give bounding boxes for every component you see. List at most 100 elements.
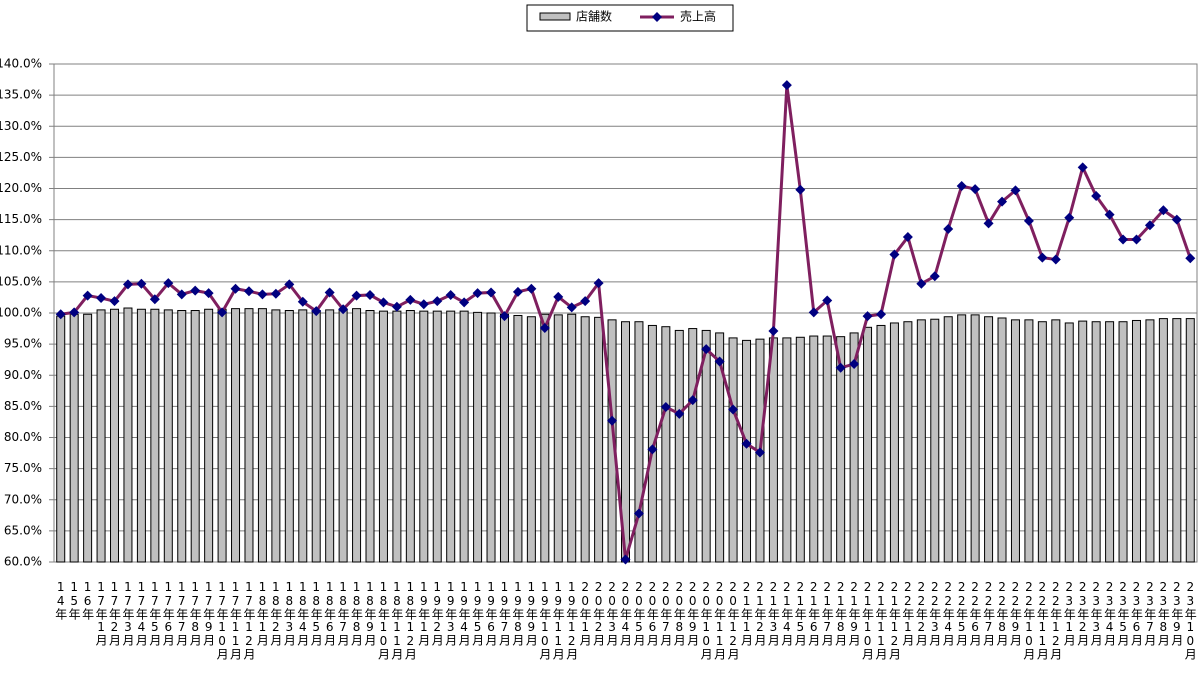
marker xyxy=(943,223,954,234)
bar xyxy=(1131,319,1141,563)
x-tick-label: 22年7月 xyxy=(981,580,996,646)
bar xyxy=(674,329,684,563)
x-tick-label: 19年1月 xyxy=(416,580,431,646)
x-tick-label: 20年2月 xyxy=(591,580,606,646)
x-tick-label: 18年9月 xyxy=(363,580,377,646)
x-tick-label: 22年3月 xyxy=(927,580,942,646)
marker xyxy=(82,290,93,301)
y-tick-label: 65.0% xyxy=(4,523,42,537)
x-tick-label: 21年9月 xyxy=(847,580,862,646)
marker xyxy=(714,356,725,367)
marker xyxy=(822,295,833,306)
x-tick-label: 19年8月 xyxy=(510,580,525,646)
bar xyxy=(795,336,805,563)
x-tick-label: 20年5月 xyxy=(631,580,646,646)
bar xyxy=(163,309,173,563)
bar xyxy=(1105,321,1115,563)
bar xyxy=(446,310,456,563)
marker xyxy=(633,508,644,519)
marker xyxy=(983,218,994,229)
bar xyxy=(728,337,738,563)
marker xyxy=(163,278,174,289)
bar xyxy=(701,329,711,563)
marker xyxy=(875,309,886,320)
x-tick-label: 20年9月 xyxy=(685,580,700,646)
bar xyxy=(526,316,536,563)
marker xyxy=(243,286,254,297)
marker xyxy=(916,278,927,289)
x-tick-label: 23年10月 xyxy=(1183,580,1198,660)
bar xyxy=(365,310,375,563)
y-tick-label: 80.0% xyxy=(4,430,42,444)
x-tick-label: 21年5月 xyxy=(793,580,808,646)
marker xyxy=(96,293,107,304)
x-tick-label: 18年11月 xyxy=(389,580,404,660)
marker xyxy=(378,297,389,308)
x-tick-label: 17年4月 xyxy=(134,580,149,646)
marker xyxy=(338,304,349,315)
bar xyxy=(768,337,778,563)
marker xyxy=(781,80,792,91)
marker xyxy=(674,408,685,419)
bar xyxy=(83,313,93,563)
marker xyxy=(230,283,241,294)
marker xyxy=(889,249,900,260)
marker xyxy=(862,311,873,322)
bar xyxy=(553,314,563,563)
marker xyxy=(1185,253,1196,264)
bar xyxy=(392,310,402,563)
bar xyxy=(96,309,106,563)
y-tick-label: 135.0% xyxy=(0,88,42,102)
bar xyxy=(647,324,657,563)
x-tick-label: 19年12月 xyxy=(564,580,579,660)
bar xyxy=(984,316,994,563)
bar xyxy=(244,308,254,563)
marker xyxy=(647,444,658,455)
x-tick-label: 20年4月 xyxy=(618,580,633,646)
bar xyxy=(352,308,362,563)
marker xyxy=(1050,254,1061,265)
x-tick-label: 20年6月 xyxy=(645,580,660,646)
marker xyxy=(432,296,443,307)
x-tick-label: 23年7月 xyxy=(1142,580,1157,646)
marker xyxy=(311,306,322,317)
marker xyxy=(970,184,981,195)
x-tick-label: 21年8月 xyxy=(833,580,848,646)
y-tick-label: 95.0% xyxy=(4,337,42,351)
bar xyxy=(607,319,617,563)
bar xyxy=(473,311,483,563)
x-tick-label: 19年4月 xyxy=(457,580,472,646)
bar xyxy=(903,321,913,563)
marker xyxy=(217,307,228,318)
x-tick-label: 23年1月 xyxy=(1062,580,1077,646)
x-tick-label: 20年8月 xyxy=(672,580,687,646)
marker xyxy=(472,288,483,299)
marker xyxy=(122,279,133,290)
bar xyxy=(459,310,469,563)
x-tick-label: 21年1月 xyxy=(739,580,754,646)
marker xyxy=(499,311,510,322)
bar xyxy=(1024,319,1034,563)
bar xyxy=(190,310,200,563)
marker xyxy=(997,196,1008,207)
bar xyxy=(916,319,926,563)
marker xyxy=(687,395,698,406)
marker xyxy=(297,296,308,307)
bar xyxy=(1010,319,1020,563)
x-tick-label: 22年4月 xyxy=(941,580,956,646)
x-tick-label: 17年1月 xyxy=(94,580,109,646)
x-tick-label: 19年6月 xyxy=(484,580,499,646)
bar xyxy=(594,316,604,563)
x-tick-label: 20年12月 xyxy=(726,580,741,660)
legend-label: 売上高 xyxy=(680,9,716,24)
marker xyxy=(902,232,913,243)
x-tick-label: 20年1月 xyxy=(578,580,593,646)
marker xyxy=(956,181,967,192)
marker xyxy=(660,401,671,412)
x-tick-label: 21年7月 xyxy=(820,580,835,646)
bar xyxy=(1064,322,1074,563)
marker xyxy=(607,415,618,426)
x-tick-label: 16年 xyxy=(80,580,95,620)
bar xyxy=(284,310,294,563)
